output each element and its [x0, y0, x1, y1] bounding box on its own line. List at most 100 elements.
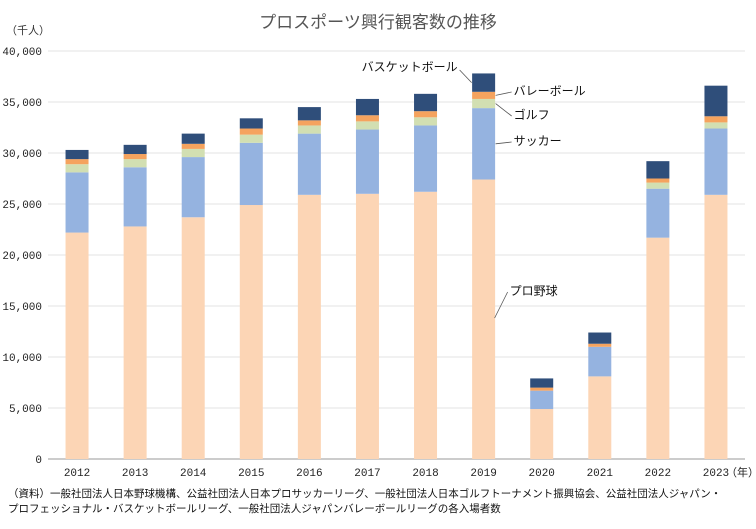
y-tick-label: 20,000 [2, 251, 42, 263]
bar-segment [472, 91, 496, 99]
bar-segment [414, 93, 438, 112]
x-axis-ticks: 2012 2013 2014 2015 2016 2017 2018 2019 2020 2021… [64, 465, 756, 480]
y-tick-label: 0 [35, 455, 42, 467]
bar-segment [472, 108, 496, 180]
bar-segment [646, 178, 670, 183]
bar-segment [530, 409, 554, 459]
y-tick-label: 40,000 [2, 47, 42, 59]
annotation-leader [495, 91, 512, 96]
annotation-leader [494, 291, 508, 319]
bar-segment [123, 154, 147, 160]
bar-segment [530, 387, 554, 391]
source-line-2: プロフェッショナル・バスケットボールリーグ、一般社団法人ジャパンバレーボールリー… [8, 503, 501, 515]
bar-segment [646, 188, 670, 238]
bar-segment [414, 125, 438, 192]
annotation-label: サッカー [514, 134, 562, 148]
x-tick-label: 2022 [645, 468, 671, 480]
x-tick-label: 2013 [122, 468, 148, 480]
bar-segment [123, 226, 147, 459]
y-tick-label: 5,000 [9, 404, 42, 416]
x-tick-label: 2023 [703, 468, 729, 480]
bar-segment [181, 217, 205, 459]
annotation-leader [459, 69, 472, 83]
bar-segment [65, 159, 89, 165]
y-tick-label: 10,000 [2, 353, 42, 365]
source-line-1: （資料）一般社団法人日本野球機構、公益社団法人日本プロサッカーリーグ、一般社団法… [8, 488, 722, 500]
bar-segment [355, 115, 379, 122]
annotation-label: ゴルフ [514, 107, 550, 122]
bar-segment [123, 167, 147, 227]
bar-segment [704, 122, 728, 129]
bar-segment [65, 149, 89, 160]
bar-segment [646, 161, 670, 179]
y-tick-label: 30,000 [2, 149, 42, 161]
x-tick-label: 2018 [412, 468, 438, 480]
x-tick-label: 2020 [529, 468, 555, 480]
x-tick-label: 2015 [238, 468, 264, 480]
bar-segment [239, 142, 263, 206]
bar-segment [65, 164, 89, 173]
bar-segment [65, 232, 89, 459]
bar-segment [530, 378, 554, 388]
bar-segment [123, 144, 147, 155]
x-tick-label: 2014 [180, 468, 207, 480]
source-note: （資料）一般社団法人日本野球機構、公益社団法人日本プロサッカーリーグ、一般社団法… [8, 487, 753, 517]
bar-segment [414, 117, 438, 126]
annotation-leader [495, 141, 512, 145]
y-tick-label: 25,000 [2, 200, 42, 212]
bar-segment [297, 133, 321, 195]
bar-segment [646, 182, 670, 189]
bar-segment [355, 98, 379, 116]
bar-segment [472, 98, 496, 109]
bar-segment [181, 143, 205, 149]
bar-segment [588, 332, 612, 344]
bar-segment [588, 376, 612, 459]
chart-title: プロスポーツ興行観客数の推移 [259, 13, 497, 33]
bar-segment [297, 125, 321, 134]
bar-segment [123, 159, 147, 168]
bar-segment [414, 191, 438, 459]
bar-segment [355, 121, 379, 130]
x-tick-label: 2017 [354, 468, 380, 480]
bar-segment [704, 128, 728, 195]
bar-segment [704, 116, 728, 123]
bar-segment [181, 157, 205, 218]
bar-segment [239, 205, 263, 459]
bar-segment [704, 194, 728, 459]
bar-segment [297, 194, 321, 459]
annotation-leader [495, 103, 512, 117]
bar-segment [297, 120, 321, 126]
x-tick-label: 2019 [470, 468, 496, 480]
bars [65, 73, 728, 460]
annotation-label: バスケットボール [362, 60, 458, 74]
y-unit-label: （千人） [6, 24, 50, 37]
x-tick-label: 2012 [64, 468, 90, 480]
bar-segment [355, 193, 379, 460]
x-unit-label: （年） [726, 465, 756, 479]
bar-segment [239, 118, 263, 129]
bar-segment [414, 111, 438, 118]
bar-segment [646, 237, 670, 459]
bar-segment [472, 73, 496, 92]
bar-segment [588, 343, 612, 347]
stacked-bar-chart: （千人） 0 5,000 10,000 15,000 20,000 25,000 30,000… [2, 24, 756, 480]
bar-segment [530, 390, 554, 410]
bar-segment [65, 172, 89, 233]
y-axis-ticks: （千人） 0 5,000 10,000 15,000 20,000 25,000 30,000… [2, 24, 50, 467]
bar-segment [239, 128, 263, 135]
annotation-label: プロ野球 [510, 284, 558, 298]
bar-segment [239, 134, 263, 143]
y-tick-label: 15,000 [2, 302, 42, 314]
gridlines [48, 50, 745, 460]
bar-segment [588, 346, 612, 377]
y-tick-label: 35,000 [2, 98, 42, 110]
annotation-label: バレーボール [514, 84, 586, 98]
x-tick-label: 2016 [296, 468, 322, 480]
bar-segment [181, 133, 205, 144]
bar-segment [355, 129, 379, 194]
x-tick-label: 2021 [587, 468, 614, 480]
bar-segment [297, 107, 321, 121]
bar-segment [181, 148, 205, 158]
bar-segment [472, 179, 496, 459]
